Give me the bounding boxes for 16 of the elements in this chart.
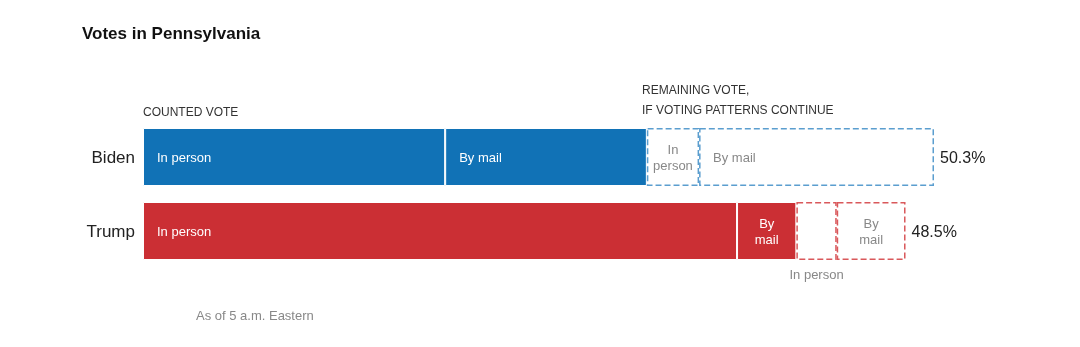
series-label: In person — [653, 141, 693, 173]
text: REMAINING VOTE, IF VOTING PATTERNS CONTINUE — [642, 83, 834, 117]
annotation: 48.5% — [911, 222, 957, 240]
y-tick-label: Biden — [91, 147, 135, 167]
text: In person — [157, 223, 212, 239]
text: In person — [789, 266, 844, 282]
chart-title: Votes in Pennsylvania — [82, 24, 261, 43]
annotation: 50.3% — [940, 148, 986, 166]
series-label: In person — [157, 149, 212, 165]
series-label: By mail — [754, 215, 779, 247]
series-label: By mail — [859, 215, 884, 247]
y-tick-label: Trump — [86, 221, 135, 241]
text: As of 5 a.m. Eastern — [196, 307, 314, 323]
text: COUNTED VOTE — [143, 105, 239, 119]
text: By mail — [713, 149, 756, 165]
text: By mail — [459, 149, 502, 165]
